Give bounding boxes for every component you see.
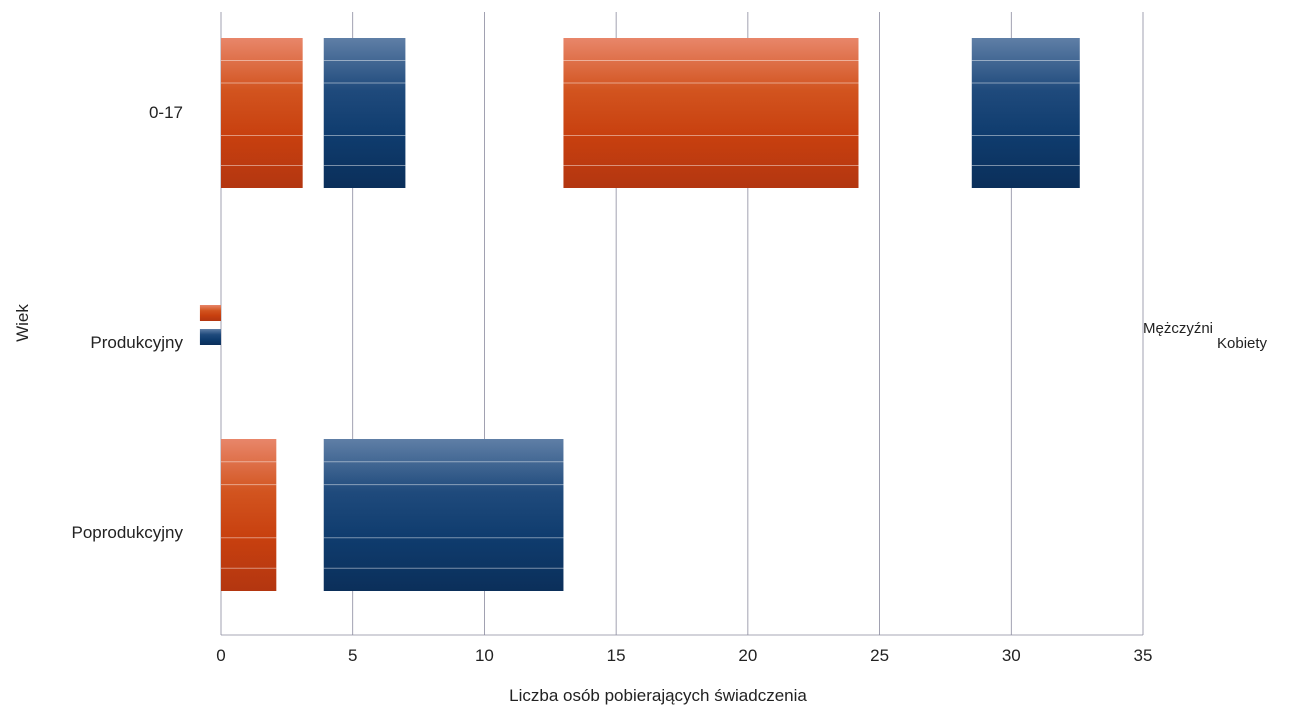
- x-tick-label: 20: [738, 646, 757, 665]
- y-category-label: Poprodukcyjny: [71, 523, 183, 542]
- x-tick-label: 25: [870, 646, 889, 665]
- bar-segment: [323, 38, 406, 188]
- x-tick-label: 0: [216, 646, 225, 665]
- bar-segment: [323, 439, 564, 591]
- x-tick-label: 15: [607, 646, 626, 665]
- x-axis-title: Liczba osób pobierających świadczenia: [509, 686, 807, 705]
- x-tick-label: 5: [348, 646, 357, 665]
- bar-segment: [199, 305, 221, 321]
- x-tick-label: 10: [475, 646, 494, 665]
- bar-segment: [221, 38, 303, 188]
- x-axis: 0 5 10 15 20 25 30 35: [216, 646, 1152, 665]
- bar-segment: [199, 329, 221, 345]
- bar-segment: [221, 439, 277, 591]
- x-tick-label: 35: [1134, 646, 1153, 665]
- y-category-label: Produkcyjny: [90, 333, 183, 352]
- bar-segment: [971, 38, 1080, 188]
- y-category-label: 0-17: [149, 103, 183, 122]
- y-axis-categories: 0-17 Produkcyjny Poprodukcyjny: [71, 103, 183, 542]
- legend: Mężczyźni Kobiety: [1143, 320, 1268, 352]
- y-axis-title: Wiek: [13, 304, 32, 342]
- bar-segment: [563, 38, 859, 188]
- legend-label-women: Kobiety: [1217, 335, 1268, 352]
- legend-label-men: Mężczyźni: [1143, 320, 1213, 337]
- x-tick-label: 30: [1002, 646, 1021, 665]
- bars: [199, 38, 1080, 591]
